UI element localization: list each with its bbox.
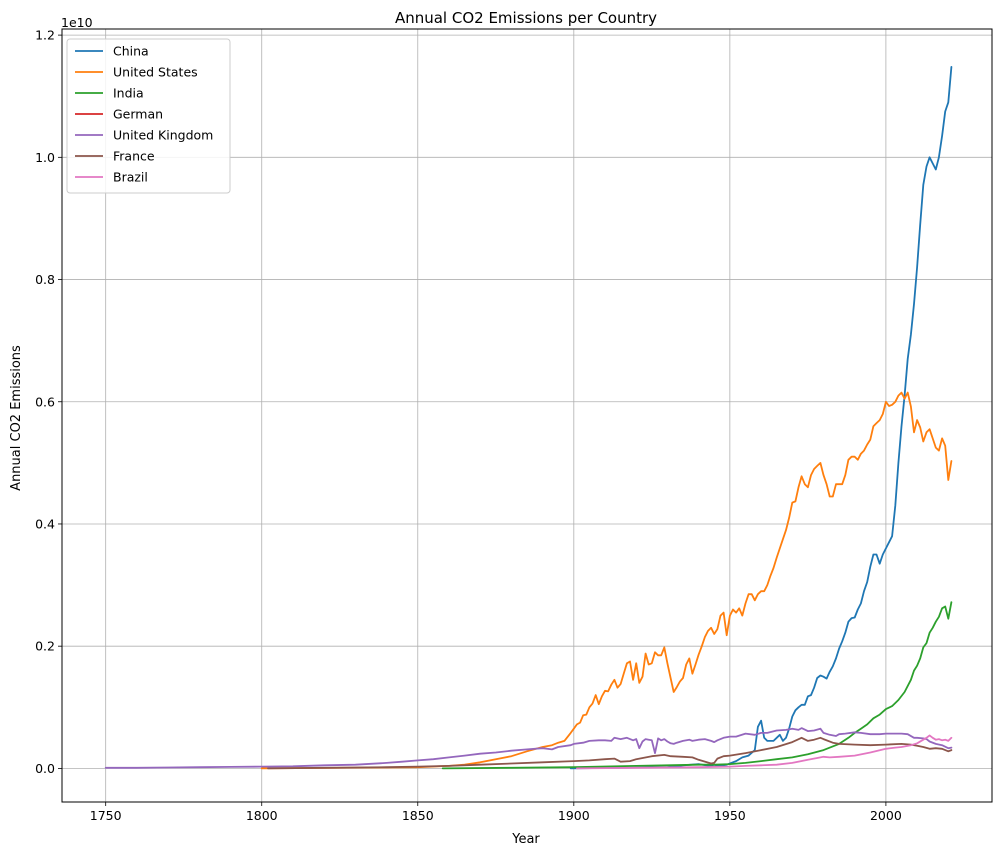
- axis-ticks: 1750 1800 1850 1900 1950 2000 0.0 0.2 0.4 0.6 0.8 1…: [35, 28, 902, 823]
- legend-label: United States: [113, 65, 198, 80]
- series-line-france: [267, 736, 953, 770]
- series-line-united-states: [260, 391, 953, 770]
- legend-label: Brazil: [113, 170, 148, 185]
- x-tick-label: 1800: [246, 808, 278, 823]
- series-line-united-kingdom: [104, 727, 953, 769]
- legend-label: United Kingdom: [113, 128, 213, 143]
- y-tick-label: 0.6: [35, 394, 55, 409]
- y-tick-label: 1.0: [35, 150, 55, 165]
- x-tick-label: 1850: [402, 808, 434, 823]
- y-tick-label: 0.4: [35, 516, 55, 531]
- legend-label: German: [113, 107, 163, 122]
- legend-label: China: [113, 44, 149, 59]
- y-offset-label: 1e10: [61, 15, 93, 30]
- y-tick-label: 0.8: [35, 272, 55, 287]
- legend-box: [66, 38, 231, 194]
- series-line-china: [569, 66, 953, 770]
- legend-label: India: [113, 86, 144, 101]
- plot-frame: [61, 28, 993, 803]
- legend-label: France: [113, 149, 155, 164]
- y-tick-label: 1.2: [35, 28, 55, 43]
- series-line-brazil: [576, 734, 953, 770]
- series-lines: [104, 66, 953, 770]
- y-tick-label: 0.2: [35, 639, 55, 654]
- x-tick-label: 1950: [714, 808, 746, 823]
- x-axis-label: Year: [511, 832, 540, 847]
- x-tick-label: 1900: [558, 808, 590, 823]
- grid: [62, 29, 992, 802]
- y-tick-label: 0.0: [35, 761, 55, 776]
- y-axis-label: Annual CO2 Emissions: [9, 345, 24, 491]
- x-tick-label: 1750: [90, 808, 122, 823]
- legend: China United States India German United King…: [66, 38, 231, 194]
- x-tick-label: 2000: [870, 808, 902, 823]
- chart-title: Annual CO2 Emissions per Country: [395, 9, 657, 27]
- series-line-india: [441, 601, 953, 770]
